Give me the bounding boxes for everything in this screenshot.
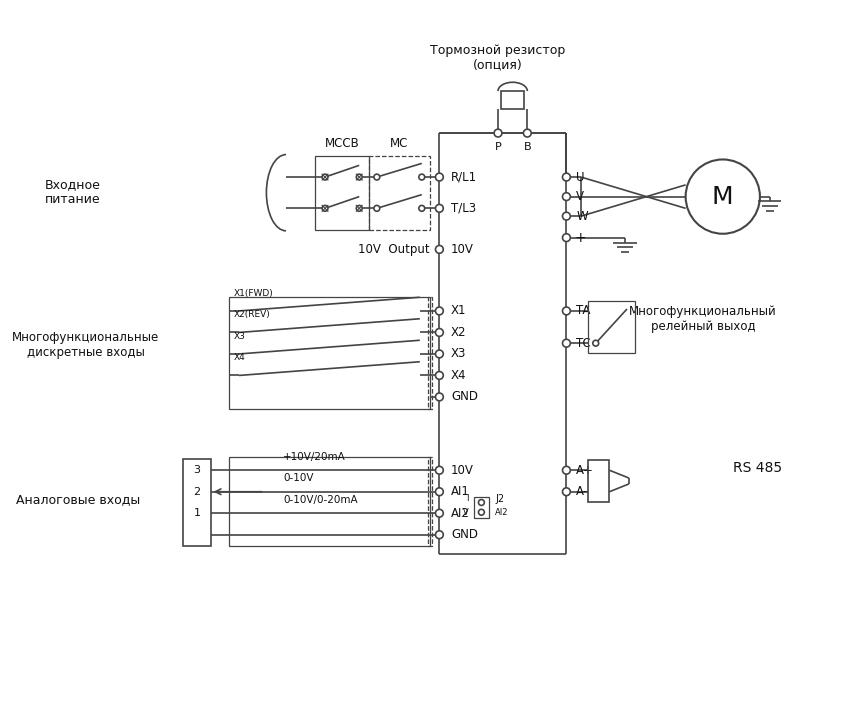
Text: X4: X4: [234, 354, 246, 362]
Text: TA: TA: [576, 304, 590, 318]
Bar: [229, 456, 429, 546]
Circle shape: [562, 212, 570, 220]
Text: GND: GND: [451, 390, 478, 404]
Text: 3: 3: [194, 465, 200, 475]
Bar: [428, 456, 432, 546]
Circle shape: [562, 307, 570, 315]
Bar: [229, 297, 429, 408]
Text: T/L3: T/L3: [451, 202, 477, 215]
Circle shape: [435, 510, 443, 517]
Circle shape: [374, 205, 380, 212]
Circle shape: [478, 500, 484, 505]
Text: Тормозной резистор: Тормозной резистор: [430, 44, 566, 56]
Text: X1(FWD): X1(FWD): [234, 289, 274, 298]
Text: RS 485: RS 485: [733, 461, 782, 475]
Text: V: V: [463, 508, 469, 517]
Circle shape: [435, 531, 443, 538]
Text: X2: X2: [451, 326, 466, 339]
Circle shape: [418, 174, 424, 180]
Circle shape: [435, 350, 443, 358]
Circle shape: [435, 205, 443, 212]
Circle shape: [356, 205, 362, 212]
Bar: [501, 91, 525, 109]
Circle shape: [562, 466, 570, 474]
Text: U: U: [576, 171, 584, 183]
Bar: [588, 460, 610, 501]
Circle shape: [435, 245, 443, 253]
Circle shape: [524, 129, 531, 137]
Text: GND: GND: [451, 528, 478, 541]
Text: 0-10V: 0-10V: [283, 473, 313, 483]
Text: X2(REV): X2(REV): [234, 310, 271, 319]
Bar: [473, 496, 489, 518]
Circle shape: [478, 510, 484, 515]
Text: A-: A-: [576, 485, 589, 498]
Text: X3: X3: [234, 332, 246, 341]
Circle shape: [322, 205, 328, 212]
Text: +: +: [574, 231, 586, 245]
Circle shape: [435, 371, 443, 380]
Text: MCCB: MCCB: [325, 137, 360, 150]
Text: B: B: [524, 142, 531, 152]
Text: V: V: [576, 190, 584, 203]
Circle shape: [322, 174, 328, 180]
Text: 0-10V/0-20mA: 0-10V/0-20mA: [283, 494, 358, 505]
Text: Многофункциональный
релейный выход: Многофункциональный релейный выход: [629, 305, 777, 333]
Text: AI1: AI1: [451, 485, 470, 498]
Circle shape: [356, 174, 362, 180]
Text: X3: X3: [451, 347, 466, 361]
Text: AI2: AI2: [495, 508, 509, 517]
Circle shape: [435, 173, 443, 181]
Bar: [184, 458, 210, 546]
Text: (опция): (опция): [473, 58, 523, 71]
Circle shape: [562, 193, 570, 200]
Text: 10V: 10V: [451, 464, 474, 477]
Circle shape: [562, 173, 570, 181]
Text: X1: X1: [451, 304, 466, 318]
Bar: [428, 297, 432, 408]
Text: Входное
питание: Входное питание: [45, 178, 101, 206]
Text: Аналоговые входы: Аналоговые входы: [16, 493, 140, 506]
Bar: [588, 301, 635, 353]
Text: TC: TC: [576, 337, 591, 349]
Circle shape: [435, 393, 443, 401]
Circle shape: [562, 340, 570, 347]
Text: A+: A+: [576, 464, 594, 477]
Text: R/L1: R/L1: [451, 171, 477, 183]
Text: AI2: AI2: [451, 507, 470, 520]
Circle shape: [374, 174, 380, 180]
Circle shape: [435, 466, 443, 474]
Circle shape: [435, 307, 443, 315]
Circle shape: [562, 488, 570, 496]
Circle shape: [494, 129, 502, 137]
Bar: [369, 155, 429, 230]
Text: J2: J2: [495, 494, 504, 503]
Text: +10V/20mA: +10V/20mA: [283, 451, 346, 462]
Text: MC: MC: [390, 137, 408, 150]
Circle shape: [418, 205, 424, 212]
Text: 10V: 10V: [451, 243, 474, 256]
Text: W: W: [576, 209, 588, 223]
Text: P: P: [494, 142, 501, 152]
Text: 10V  Output: 10V Output: [358, 243, 429, 256]
Text: Многофункциональные
дискретные входы: Многофункциональные дискретные входы: [12, 331, 159, 359]
Circle shape: [593, 340, 599, 346]
Circle shape: [435, 488, 443, 496]
Text: I: I: [466, 494, 469, 503]
Text: X4: X4: [451, 369, 466, 382]
Bar: [315, 155, 369, 230]
Text: 2: 2: [194, 486, 200, 497]
Text: M: M: [712, 185, 733, 209]
Circle shape: [562, 233, 570, 242]
Text: 1: 1: [194, 508, 200, 518]
Circle shape: [435, 328, 443, 336]
